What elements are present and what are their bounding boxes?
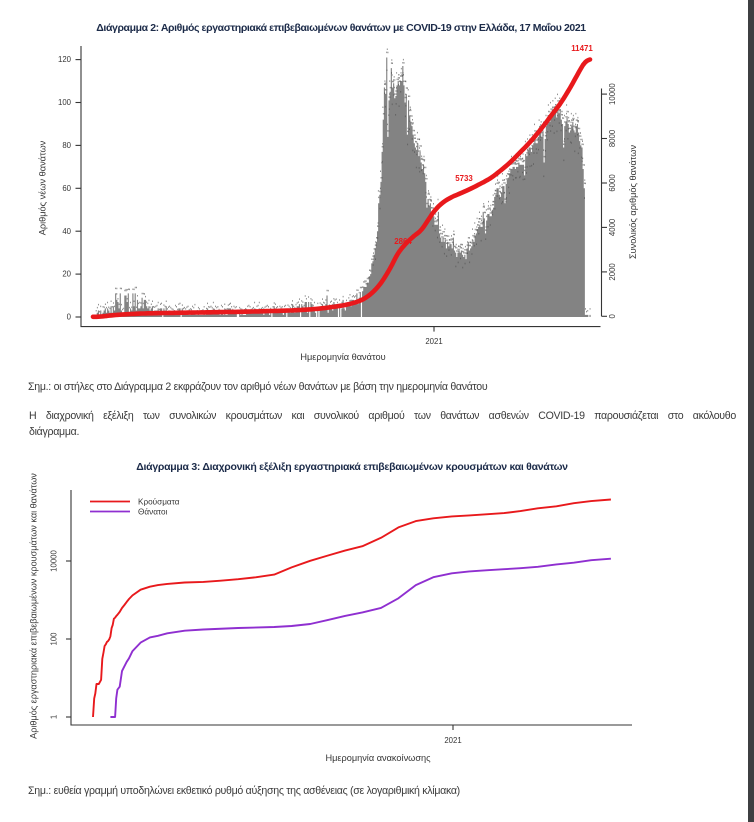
svg-text:Κρούσματα: Κρούσματα bbox=[138, 498, 180, 507]
svg-text:80: 80 bbox=[62, 141, 71, 150]
svg-text:6000: 6000 bbox=[608, 174, 617, 192]
svg-text:Ημερομηνία θανάτου: Ημερομηνία θανάτου bbox=[300, 352, 385, 362]
svg-text:Αριθμός εργαστηριακά επιβεβαιω: Αριθμός εργαστηριακά επιβεβαιωμένων κρου… bbox=[28, 473, 38, 739]
svg-text:60: 60 bbox=[62, 184, 71, 193]
svg-text:40: 40 bbox=[62, 227, 71, 236]
svg-text:10000: 10000 bbox=[608, 83, 617, 105]
svg-text:10000: 10000 bbox=[50, 549, 59, 571]
svg-text:0: 0 bbox=[67, 313, 72, 322]
svg-text:2000: 2000 bbox=[608, 263, 617, 281]
svg-text:5733: 5733 bbox=[455, 174, 473, 183]
svg-text:Ημερομηνία ανακοίνωσης: Ημερομηνία ανακοίνωσης bbox=[325, 753, 431, 763]
svg-text:1: 1 bbox=[50, 715, 59, 719]
svg-text:20: 20 bbox=[62, 270, 71, 279]
svg-text:4000: 4000 bbox=[608, 218, 617, 236]
svg-text:Συνολικός αριθμός θανάτων: Συνολικός αριθμός θανάτων bbox=[628, 145, 638, 260]
svg-text:100: 100 bbox=[50, 632, 59, 646]
svg-text:2021: 2021 bbox=[444, 736, 461, 745]
svg-text:Θάνατοι: Θάνατοι bbox=[138, 508, 168, 517]
svg-text:8000: 8000 bbox=[608, 129, 617, 147]
svg-text:11471: 11471 bbox=[571, 44, 593, 53]
svg-text:2021: 2021 bbox=[425, 337, 442, 346]
svg-text:100: 100 bbox=[58, 98, 72, 107]
svg-text:2864: 2864 bbox=[394, 237, 412, 246]
svg-text:0: 0 bbox=[608, 313, 617, 318]
svg-text:Αριθμός νέων θανάτων: Αριθμός νέων θανάτων bbox=[38, 140, 48, 235]
svg-text:120: 120 bbox=[58, 55, 72, 64]
